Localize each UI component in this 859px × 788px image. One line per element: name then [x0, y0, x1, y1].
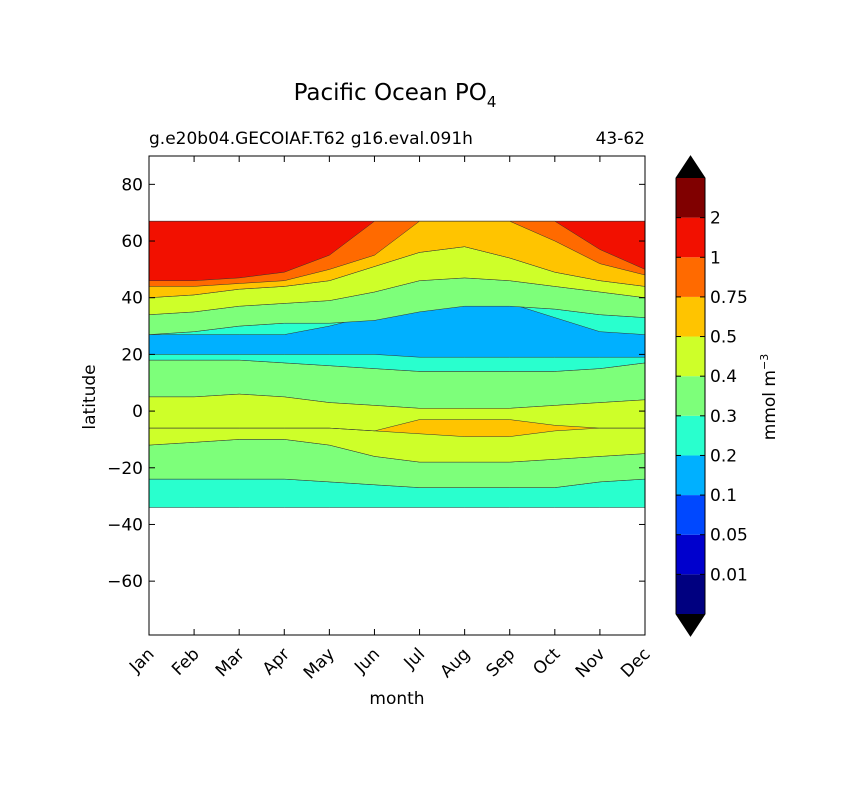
x-tick-label: Jan: [125, 644, 158, 677]
colorbar-segment: [676, 495, 705, 535]
chart-title: Pacific Ocean PO4: [294, 80, 497, 111]
chart-subtitle-left: g.e20b04.GECOIAF.T62 g16.eval.091h: [149, 129, 473, 149]
x-tick-label: Mar: [212, 644, 249, 681]
y-tick-label: 80: [121, 175, 143, 195]
chart-subtitle-right: 43-62: [596, 129, 645, 149]
colorbar-segment: [676, 376, 705, 416]
colorbar-segment: [676, 534, 705, 575]
colorbar-tick-label: 1: [710, 248, 721, 268]
y-tick-label: 0: [132, 402, 143, 422]
x-tick-label: Sep: [482, 644, 519, 681]
colorbar-outline: [675, 155, 706, 637]
contour-band-4: [149, 419, 645, 437]
x-tick-label: Jun: [350, 644, 384, 678]
colorbar-segment: [676, 574, 705, 614]
x-tick-label: Apr: [259, 644, 294, 679]
contour-bands: [149, 220, 645, 508]
colorbar-label: mmol m−3: [758, 354, 780, 440]
y-tick-label: −40: [107, 515, 143, 535]
colorbar-segment: [676, 217, 705, 258]
colorbar-tick-label: 0.2: [710, 446, 737, 466]
x-tick-label: Oct: [529, 644, 564, 679]
x-tick-label: Nov: [572, 644, 610, 682]
y-tick-label: −60: [107, 572, 143, 592]
x-tick-label: May: [300, 644, 339, 683]
colorbar-extend-max: [676, 156, 705, 178]
y-axis-label: latitude: [80, 364, 100, 429]
y-tick-label: 40: [121, 289, 143, 309]
colorbar-segment: [676, 296, 705, 337]
x-tick-label: Aug: [437, 644, 475, 682]
y-tick-label: 20: [121, 345, 143, 365]
colorbar-segment: [676, 336, 705, 377]
plot-frame: [148, 155, 646, 636]
colorbar: 0.01 0.05 0.1 0.2 0.3 0.4 0.5 0.75 1 2: [675, 155, 748, 637]
colorbar-segment: [676, 178, 705, 218]
contour-band-11: [149, 220, 645, 281]
colorbar-tick-label: 0.01: [710, 565, 748, 585]
y-tick-label: −20: [107, 459, 143, 479]
colorbar-segment: [676, 455, 705, 496]
colorbar-tick-label: 0.4: [710, 367, 737, 387]
x-axis-label: month: [369, 689, 424, 709]
colorbar-segment: [676, 257, 705, 297]
colorbar-tick-label: 0.5: [710, 328, 737, 348]
colorbar-tick-label: 0.05: [710, 526, 748, 546]
x-tick-label: Dec: [617, 644, 654, 681]
colorbar-extend-min: [676, 614, 705, 636]
colorbar-tick-label: 0.1: [710, 486, 737, 506]
contour-band-6: [149, 303, 645, 358]
colorbar-segment: [676, 415, 705, 456]
colorbar-tick-label: 2: [710, 209, 721, 229]
colorbar-tick-label: 0.3: [710, 407, 737, 427]
y-tick-label: 60: [121, 232, 143, 252]
x-tick-label: Feb: [168, 644, 203, 679]
colorbar-tick-label: 0.75: [710, 288, 748, 308]
x-tick-label: Jul: [400, 644, 429, 673]
